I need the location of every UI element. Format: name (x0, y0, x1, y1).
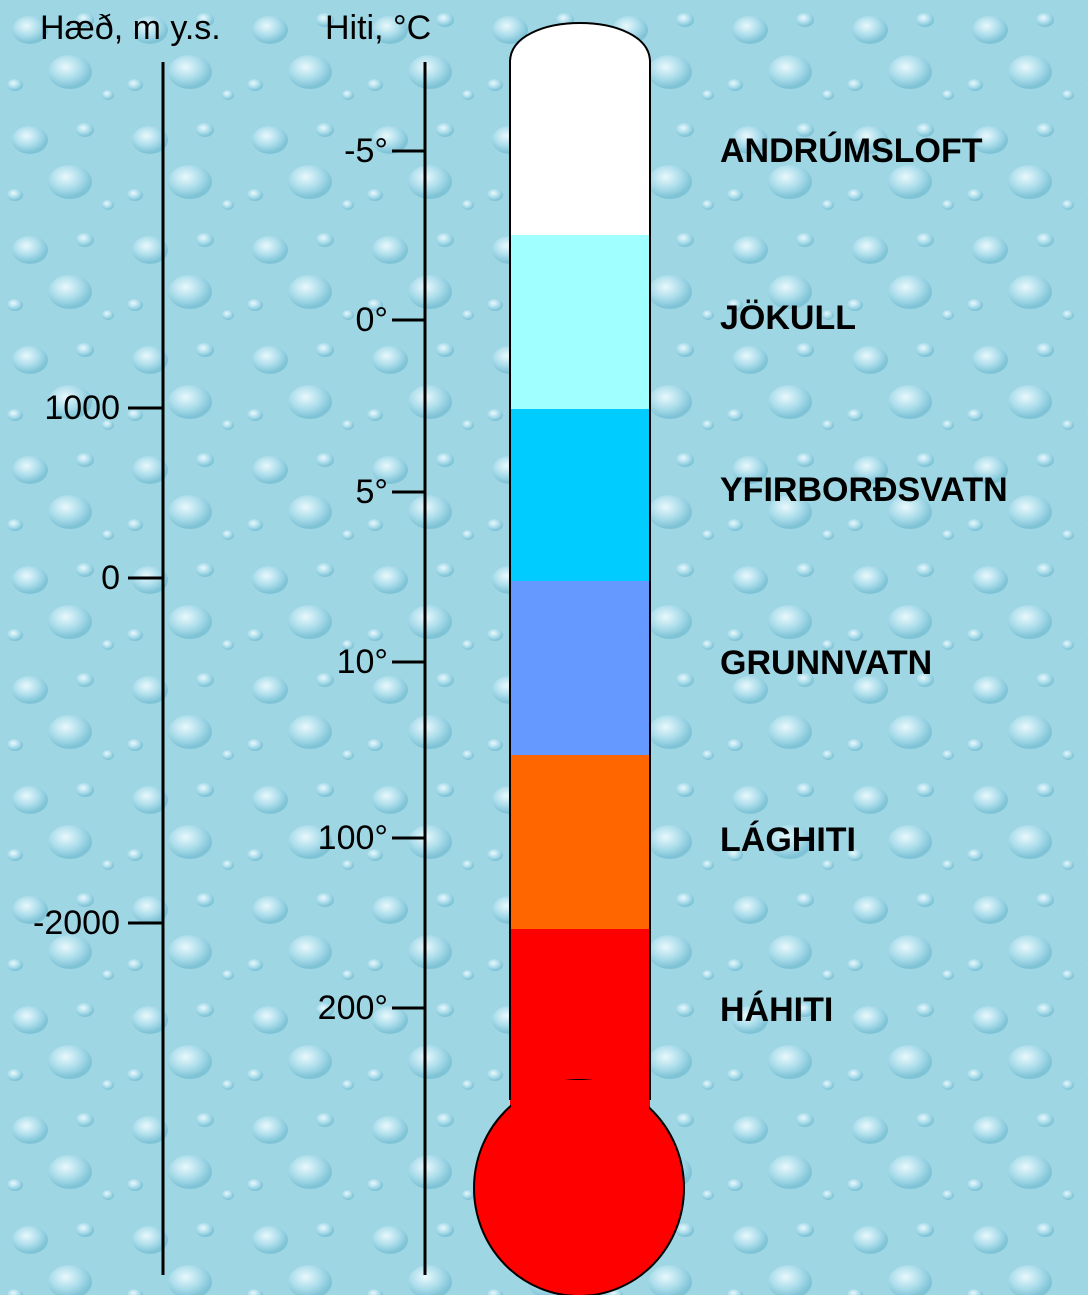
zone-label: GRUNNVATN (720, 644, 932, 682)
axis-title: Hiti, °C (325, 9, 431, 47)
tick-label: 1000 (44, 389, 120, 427)
zone-band (510, 235, 650, 409)
tick-label: -2000 (33, 904, 120, 942)
zone-band (510, 60, 650, 235)
tick-label: -5° (344, 132, 388, 170)
zone-band (510, 581, 650, 755)
tick-label: 10° (337, 643, 388, 681)
tick-label: 5° (355, 473, 388, 511)
tick-label: 0 (101, 559, 120, 597)
zone-label: ANDRÚMSLOFT (720, 132, 983, 170)
tick-label: 200° (318, 989, 388, 1027)
zone-label: JÖKULL (720, 299, 856, 337)
bulb-neck (511, 1080, 649, 1120)
zone-label: YFIRBORÐSVATN (720, 471, 1008, 509)
thermometer-cap (508, 22, 652, 63)
tick-label: 0° (355, 301, 388, 339)
zone-label: LÁGHITI (720, 821, 856, 859)
zone-label: HÁHITI (720, 991, 833, 1029)
axis-title: Hæð, m y.s. (40, 9, 221, 47)
tick-label: 100° (318, 819, 388, 857)
zone-band (510, 409, 650, 581)
zone-band (510, 755, 650, 929)
